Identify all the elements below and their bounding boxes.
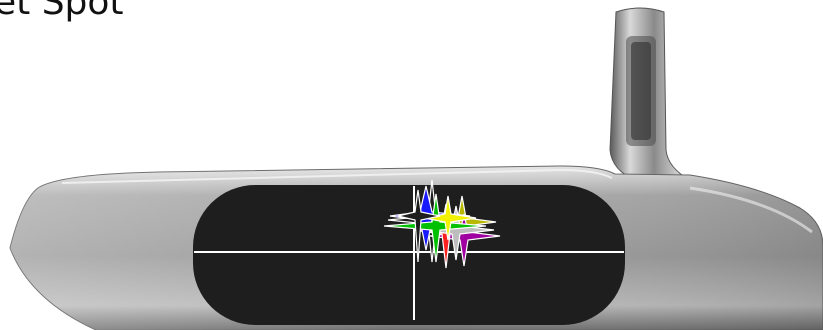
putter-hosel xyxy=(610,8,690,182)
putter-face-insert xyxy=(193,185,625,325)
